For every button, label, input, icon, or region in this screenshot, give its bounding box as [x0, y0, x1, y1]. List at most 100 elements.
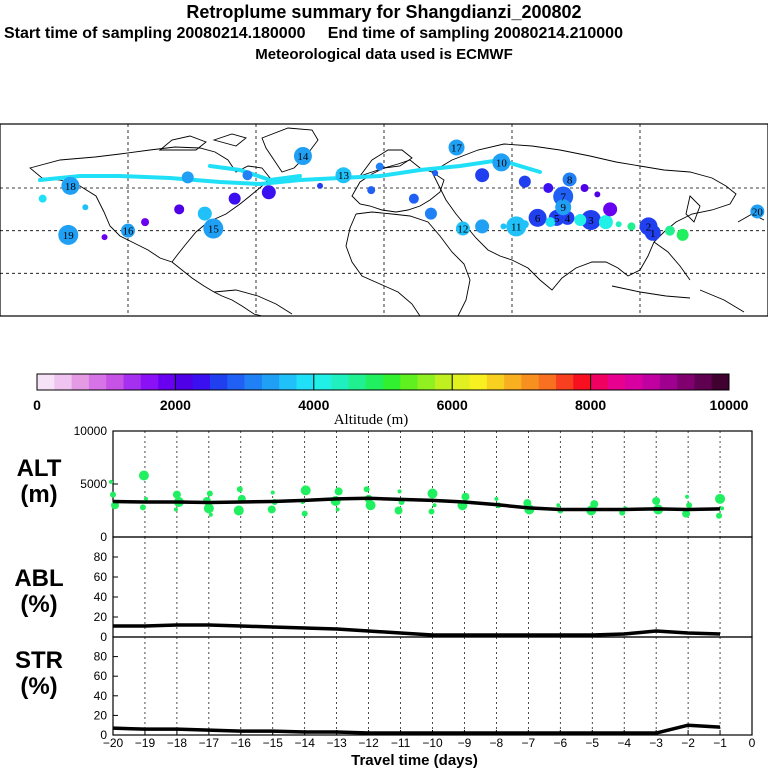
- plume-particle: [367, 186, 376, 195]
- plume-cluster-label: 16: [123, 226, 135, 238]
- alt-scatter-point: [365, 500, 376, 511]
- x-tick-label: −17: [199, 736, 220, 750]
- plume-particle: [543, 183, 554, 193]
- y-tick-label: 0: [100, 728, 107, 742]
- plume-cluster-dot: [492, 153, 511, 172]
- abl-panel-label: ABL (%): [14, 565, 64, 618]
- altitude-colorbar: 0 2000 4000 6000 8000 10000 Altitude (m): [33, 373, 749, 428]
- y-tick-label: 0: [100, 630, 107, 644]
- plume-cluster-dot: [203, 218, 224, 239]
- x-tick-label: −15: [263, 736, 284, 750]
- colorbar-cell: [296, 374, 315, 390]
- alt-scatter-point: [139, 504, 146, 511]
- alt-scatter-point: [335, 507, 340, 512]
- plume-particle: [603, 202, 618, 217]
- x-tick-label: −7: [522, 736, 536, 750]
- plume-cluster-dot: [639, 217, 658, 236]
- alt-scatter-point: [236, 486, 243, 493]
- str-frame: [112, 636, 753, 736]
- alt-scatter-point: [334, 487, 343, 496]
- plume-clusters: [38, 139, 765, 245]
- alt-scatter-point: [652, 496, 661, 505]
- plume-cluster-label: 2: [646, 221, 652, 233]
- plume-particle: [174, 204, 185, 215]
- colorbar-tick-label: 0: [33, 397, 41, 413]
- colorbar-cell: [106, 374, 124, 390]
- plume-cluster-dot: [61, 176, 80, 195]
- plume-particle: [664, 225, 675, 236]
- plume-particle: [475, 219, 490, 234]
- alt-scatter-point: [138, 470, 149, 481]
- colorbar-cell: [452, 374, 470, 390]
- str-panel-label: STR (%): [15, 647, 63, 700]
- plume-particle: [424, 207, 437, 220]
- colorbar-cell: [417, 374, 436, 390]
- colorbar-cell: [659, 374, 678, 390]
- sampling-period: Start time of sampling 20080214.180000 E…: [4, 25, 623, 42]
- x-tick-label: −18: [167, 736, 188, 750]
- plume-particle: [38, 194, 47, 203]
- str-mean-line: [112, 723, 721, 735]
- plume-particle: [627, 222, 636, 231]
- plume-particle: [545, 217, 556, 228]
- alt-scatter-point: [172, 490, 181, 499]
- alt-scatter-point: [686, 502, 693, 509]
- plume-cluster-label: 9: [560, 202, 566, 214]
- alt-scatter-point: [397, 489, 402, 494]
- met-data-source: Meteorological data used is ECMWF: [255, 46, 513, 63]
- plume-cluster-label: 1: [650, 228, 656, 240]
- chart-title: Retroplume summary for Shangdianzi_20080…: [186, 2, 582, 22]
- plume-cluster-label: 5: [554, 213, 560, 225]
- alt-mean-line: [112, 496, 721, 512]
- plume-cluster-dot: [448, 139, 465, 156]
- alt-scatter-point: [394, 506, 403, 515]
- plume-particle: [317, 182, 323, 189]
- abl-panel: 80 60 40 20 0: [94, 536, 753, 644]
- alt-scatter-point: [206, 490, 213, 497]
- colorbar-cell: [486, 374, 505, 390]
- plume-cluster-label: 8: [567, 174, 573, 186]
- colorbar-cell: [88, 374, 107, 390]
- alt-scatter-point: [461, 492, 470, 501]
- colorbar-tick-label: 10000: [710, 397, 749, 413]
- colorbar-cell: [521, 374, 539, 390]
- colorbar-cell: [625, 374, 643, 390]
- alt-scatter-point: [173, 507, 178, 512]
- colorbar-title: Altitude (m): [334, 412, 409, 428]
- alt-scatter-point: [428, 508, 435, 515]
- plume-cluster-label: 17: [451, 142, 463, 154]
- colorbar-cell: [383, 374, 401, 390]
- plume-cluster-dot: [455, 221, 470, 236]
- plume-cluster-label: 3: [588, 215, 594, 227]
- plume-particle: [475, 168, 490, 183]
- alt-panel-label: ALT (m): [16, 455, 62, 508]
- alt-scatter-point: [720, 506, 725, 511]
- y-tick-label: 5000: [80, 477, 107, 491]
- colorbar-cell: [711, 374, 730, 390]
- plume-particle: [181, 171, 194, 184]
- y-tick-label: 20: [94, 708, 108, 722]
- alt-scatter-point: [270, 490, 275, 495]
- alt-scatter-point: [715, 493, 726, 504]
- colorbar-cell: [244, 374, 263, 390]
- plume-cluster-dot: [562, 172, 577, 187]
- alt-scatter-point: [682, 509, 691, 518]
- plume-cluster-dot: [58, 224, 79, 245]
- colorbar-cell: [556, 374, 574, 390]
- x-tick-label: −8: [490, 736, 504, 750]
- y-tick-label: 80: [94, 650, 108, 664]
- plume-particle: [408, 193, 419, 204]
- alt-scatter-point: [363, 486, 370, 493]
- x-tick-label: −11: [391, 736, 411, 750]
- plume-cluster-dot: [293, 147, 312, 165]
- x-tick-label: −1: [713, 736, 727, 750]
- x-tick-label: −16: [231, 736, 252, 750]
- alt-scatter-point: [110, 491, 116, 498]
- str-panel: 80 60 40 20 0: [94, 636, 753, 742]
- plume-cluster-label: 14: [297, 151, 309, 163]
- colorbar-cell: [504, 374, 522, 390]
- plume-particle: [242, 170, 253, 181]
- alt-scatter-point: [494, 496, 499, 501]
- abl-mean-line: [113, 623, 721, 637]
